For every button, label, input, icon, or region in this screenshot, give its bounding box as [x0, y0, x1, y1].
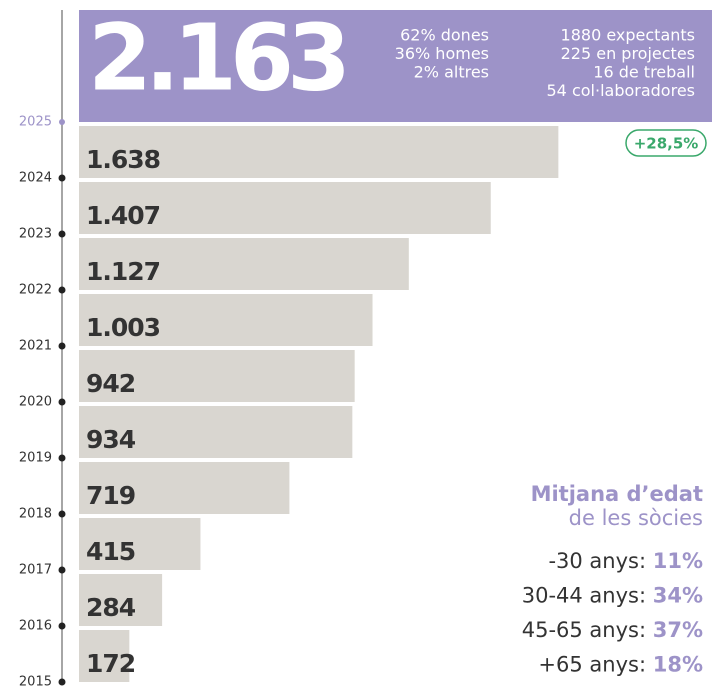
growth-badge — [625, 129, 707, 157]
bar — [79, 462, 290, 514]
age-label: 30-44 anys: — [522, 584, 646, 608]
timeline-dot — [58, 454, 66, 462]
timeline-dot — [58, 342, 66, 350]
value-label: 2.163 — [88, 4, 344, 111]
bar — [79, 406, 353, 458]
age-label: +65 anys: — [538, 653, 646, 677]
age-row: 30-44 anys: 34% — [522, 584, 703, 608]
timeline-dot — [58, 174, 66, 182]
age-value: 37% — [653, 618, 703, 642]
timeline-dot — [58, 566, 66, 574]
bar — [79, 574, 163, 626]
year-label: 2021 — [19, 339, 52, 354]
bar — [79, 294, 373, 346]
year-label: 2020 — [19, 395, 52, 410]
year-label: 2025 — [19, 115, 52, 130]
timeline-dot — [58, 398, 66, 406]
age-value: 18% — [653, 653, 703, 677]
role-stat: 1880 expectants — [561, 26, 695, 45]
year-label: 2018 — [19, 507, 52, 522]
year-label: 2023 — [19, 227, 52, 242]
year-label: 2017 — [19, 563, 52, 578]
bar — [79, 10, 712, 122]
year-label: 2016 — [19, 619, 52, 634]
age-subtitle: de les sòcies — [569, 506, 703, 530]
age-row: +65 anys: 18% — [538, 653, 703, 677]
gender-stat: 2% altres — [414, 63, 489, 82]
role-stat: 54 col·laboradores — [547, 81, 696, 100]
year-label: 2024 — [19, 171, 52, 186]
bar — [79, 182, 491, 234]
age-row: -30 anys: 11% — [548, 549, 703, 573]
value-label: 719 — [86, 481, 135, 510]
value-label: 1.127 — [86, 257, 160, 286]
age-label: 45-65 anys: — [522, 618, 646, 642]
year-label: 2022 — [19, 283, 52, 298]
bar — [79, 630, 130, 682]
age-value: 11% — [653, 549, 703, 573]
value-label: 172 — [86, 649, 135, 678]
value-label: 1.003 — [86, 313, 160, 342]
age-value: 34% — [653, 584, 703, 608]
growth-label: +28,5% — [634, 135, 699, 153]
year-label: 2019 — [19, 451, 52, 466]
value-label: 284 — [86, 593, 136, 622]
value-label: 1.407 — [86, 201, 160, 230]
value-label: 942 — [86, 369, 135, 398]
role-stat: 225 en projectes — [561, 44, 695, 63]
role-stat: 16 de treball — [593, 63, 695, 82]
timeline-dot — [58, 230, 66, 238]
bar — [79, 518, 201, 570]
age-label: -30 anys: — [548, 549, 646, 573]
value-label: 415 — [86, 537, 135, 566]
timeline-dot — [58, 510, 66, 518]
age-row: 45-65 anys: 37% — [522, 618, 703, 642]
age-title: Mitjana d’edat — [531, 482, 703, 506]
timeline-dot — [59, 119, 65, 125]
value-label: 934 — [86, 425, 136, 454]
value-label: 1.638 — [86, 145, 160, 174]
timeline-dot — [58, 622, 66, 630]
bar — [79, 350, 355, 402]
gender-stat: 36% homes — [395, 44, 489, 63]
bar — [79, 238, 409, 290]
timeline-dot — [58, 678, 66, 686]
gender-stat: 62% dones — [400, 26, 489, 45]
timeline-dot — [58, 286, 66, 294]
year-label: 2015 — [19, 675, 52, 687]
bar — [79, 126, 559, 178]
